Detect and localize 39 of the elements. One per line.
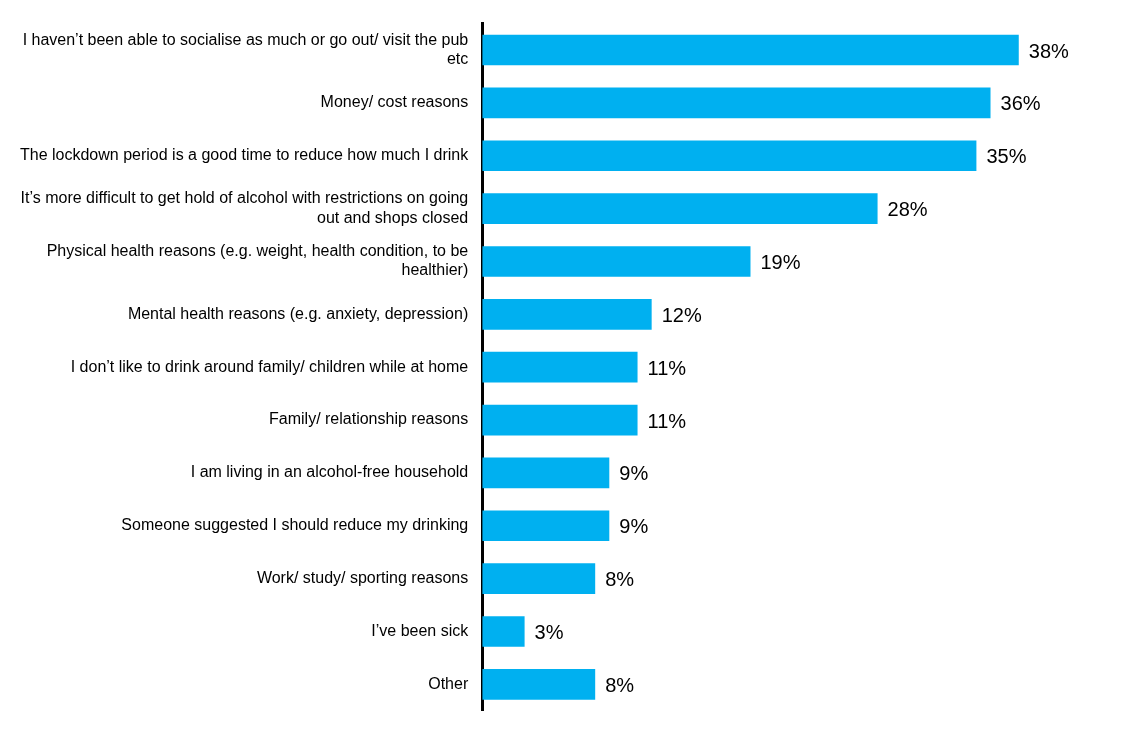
y-tick-label: Someone suggested I should reduce my drinking	[121, 516, 469, 534]
bar	[482, 140, 977, 172]
data-label: 38%	[1028, 39, 1070, 62]
y-tick-label: The lockdown period is a good time to reduce how much I drink	[20, 146, 470, 164]
bar	[482, 351, 638, 383]
data-label: 9%	[619, 515, 649, 538]
data-label: 19%	[760, 250, 801, 273]
y-tick-label: I don’t like to drink around family/ children while at home	[70, 357, 469, 375]
bar	[482, 457, 610, 489]
data-label: 9%	[619, 462, 649, 485]
data-label: 3%	[534, 621, 564, 644]
bar	[482, 193, 878, 224]
bar	[482, 669, 596, 700]
bar	[482, 34, 1019, 66]
y-tick-label: Other	[428, 674, 469, 692]
y-tick-label: I’ve been sick	[371, 621, 470, 639]
y-tick-label: I haven’t been able to socialise as much or go out/ visit the pub etc	[22, 30, 469, 68]
data-label: 8%	[605, 568, 635, 591]
bar	[482, 616, 525, 647]
bar	[482, 246, 751, 277]
data-label: 35%	[986, 145, 1027, 168]
y-tick-label: Money/ cost reasons	[320, 93, 469, 111]
y-tick-label: Physical health reasons (e.g. weight, health condition, to be healthier)	[46, 242, 469, 279]
data-label: 8%	[605, 673, 635, 696]
data-label: 28%	[887, 198, 928, 221]
bar	[482, 404, 638, 436]
bar	[482, 87, 991, 119]
data-label: 11%	[647, 409, 687, 432]
y-tick-label: I am living in an alcohol-free household	[190, 463, 469, 481]
bar	[482, 510, 610, 542]
y-tick-label: Mental health reasons (e.g. anxiety, depression)	[127, 304, 469, 322]
y-tick-label: Family/ relationship reasons	[269, 410, 469, 428]
data-label: 12%	[661, 303, 702, 326]
bar	[482, 299, 652, 330]
y-tick-label: Work/ study/ sporting reasons	[256, 569, 469, 587]
data-label: 11%	[647, 356, 687, 379]
bar	[482, 563, 596, 594]
data-label: 36%	[1000, 92, 1041, 115]
y-tick-label: It’s more difficult to get hold of alcohol with restrictions on going out and shops closed	[20, 189, 469, 226]
